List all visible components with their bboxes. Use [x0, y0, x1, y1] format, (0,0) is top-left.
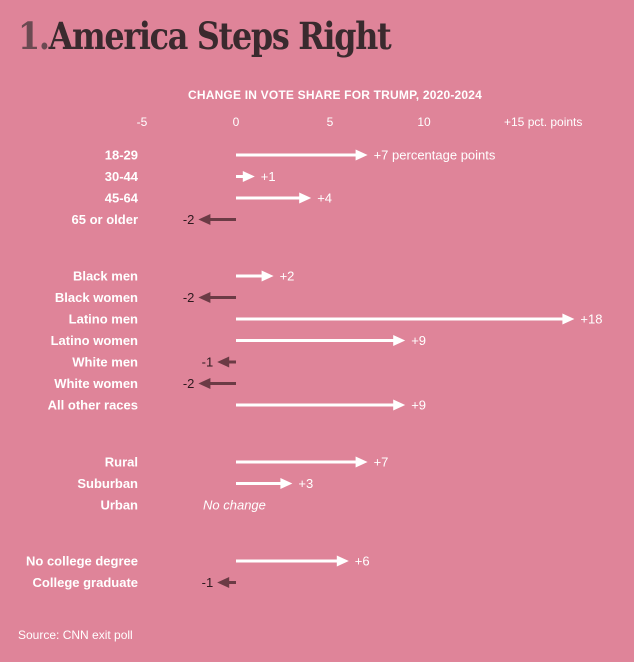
row-label: College graduate [33, 575, 138, 590]
value-label: -2 [183, 290, 195, 305]
value-label: +1 [261, 169, 276, 184]
row-label: 65 or older [72, 212, 138, 227]
arrow-head [393, 399, 406, 411]
value-label: +18 [580, 312, 602, 327]
row-label: 30-44 [105, 169, 139, 184]
value-label: -1 [202, 355, 214, 370]
row-label: 45-64 [105, 191, 139, 206]
value-label: +9 [411, 333, 426, 348]
row-label: Rural [105, 455, 138, 470]
arrow-head [355, 149, 368, 161]
row-label: Urban [100, 498, 138, 513]
arrow-head [299, 192, 312, 204]
arrow-head [393, 335, 406, 346]
row-label: White men [72, 355, 138, 370]
value-label: +6 [355, 554, 370, 569]
value-label: -2 [183, 212, 195, 227]
row-label: Suburban [77, 476, 138, 491]
tick-label: 0 [233, 115, 240, 129]
row-label: All other races [48, 398, 138, 413]
headline-title: America Steps Right [48, 14, 392, 58]
arrow-head [261, 270, 274, 282]
value-label: -2 [183, 376, 195, 391]
tick-label: 5 [327, 115, 334, 129]
row-label: 18-29 [105, 148, 138, 163]
value-label: No change [203, 498, 266, 513]
value-label: +7 [374, 455, 389, 470]
chart-title: CHANGE IN VOTE SHARE FOR TRUMP, 2020-202… [187, 88, 483, 102]
row-label: No college degree [26, 554, 138, 569]
headline-number: 1. [18, 14, 50, 58]
tick-label: -5 [137, 115, 148, 129]
arrow-head [217, 356, 230, 368]
arrow-head [280, 478, 293, 489]
row-label: Black women [55, 290, 138, 305]
value-label: +4 [317, 191, 332, 206]
value-label: +3 [298, 476, 313, 491]
arrow-head [336, 555, 349, 567]
row-label: Latino men [69, 312, 138, 327]
headline: 1.America Steps Right [18, 14, 392, 58]
arrow-head [217, 577, 230, 588]
value-label: +9 [411, 398, 426, 413]
value-label: +7 percentage points [374, 148, 496, 163]
arrow-head [562, 313, 575, 325]
source-note: Source: CNN exit poll [18, 628, 133, 642]
arrow-head [198, 378, 211, 389]
arrow-head [355, 456, 368, 468]
arrow-head [242, 171, 255, 182]
row-label: Black men [73, 269, 138, 284]
arrow-head [198, 214, 211, 225]
arrow-head [198, 292, 211, 303]
tick-label: 10 [417, 115, 431, 129]
row-label: Latino women [51, 333, 138, 348]
row-label: White women [54, 376, 138, 391]
tick-label: +15 pct. points [504, 115, 582, 129]
value-label: +2 [280, 269, 295, 284]
value-label: -1 [202, 575, 214, 590]
